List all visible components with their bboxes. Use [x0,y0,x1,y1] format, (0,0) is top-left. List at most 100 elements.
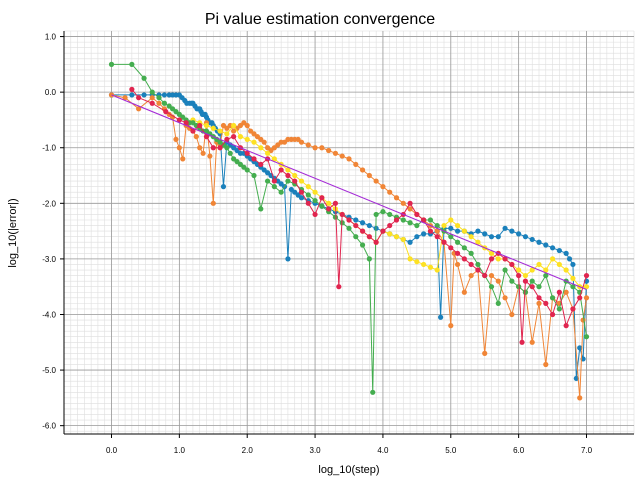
data-point-run-yellow [454,222,461,229]
data-point-run-green [161,100,168,106]
data-point-run-orange [207,153,213,159]
data-point-run-red [353,222,359,229]
data-point-run-red [197,122,203,129]
data-point-run-green [475,261,481,268]
data-point-run-blue [522,234,529,240]
data-point-run-red [441,239,447,245]
data-point-run-green [583,334,590,340]
data-point-run-blue [438,314,444,320]
data-point-run-orange [298,139,305,145]
x-tick-label: 5.0 [445,446,457,455]
data-point-run-red [359,228,366,234]
data-point-run-red [305,200,311,206]
data-point-run-red [332,200,339,206]
data-point-run-yellow [543,267,549,273]
data-point-run-red [482,272,488,279]
data-point-run-orange [448,323,454,329]
data-point-run-blue [220,184,227,190]
data-point-run-orange [326,147,332,154]
data-point-run-orange [359,167,366,173]
data-point-run-blue [563,250,569,256]
y-tick-label: -1.0 [42,144,56,153]
data-point-run-green [264,178,271,184]
x-axis-label: log_10(step) [318,464,379,476]
data-point-run-yellow [522,272,529,279]
data-point-run-orange [434,228,440,234]
data-point-run-green [258,206,264,212]
data-point-run-green [305,192,311,198]
chart-title: Pi value estimation convergence [205,11,435,28]
data-point-run-green [108,61,115,67]
data-point-run-red [577,295,583,301]
data-point-run-green [380,209,386,215]
data-point-run-red [529,284,535,290]
data-point-run-green [454,239,461,245]
data-point-run-green [251,172,257,179]
data-point-run-blue [482,231,488,237]
data-point-run-orange [346,156,352,162]
data-point-run-blue [570,261,576,268]
data-point-run-orange [509,311,515,318]
data-point-run-yellow [326,200,332,206]
data-point-run-blue [488,234,495,240]
data-point-run-red [461,256,467,262]
data-point-run-red [475,267,481,273]
data-point-run-green [366,256,372,262]
data-point-run-green [224,145,230,151]
data-point-run-yellow [407,256,413,262]
series-run-green [108,61,590,395]
data-point-run-red [285,172,291,179]
data-point-run-green [522,289,529,295]
data-point-run-red [393,217,400,223]
data-point-run-red [336,284,342,290]
data-point-run-yellow [529,267,535,273]
data-point-run-orange [332,150,339,156]
data-point-run-green [278,189,284,195]
data-point-run-orange [488,272,495,279]
data-point-run-red [129,86,135,92]
data-point-run-green [434,222,440,229]
data-point-run-orange [169,114,176,120]
x-tick-label: 6.0 [513,446,525,455]
data-point-run-green [271,184,277,190]
data-point-run-red [387,222,393,229]
series-run-reference [111,94,587,290]
data-point-run-green [312,197,318,204]
data-point-run-orange [176,145,182,151]
x-tick-label: 7.0 [581,446,593,455]
data-point-run-orange [583,295,590,301]
data-point-run-red [421,217,427,223]
data-point-run-orange [180,156,186,162]
data-point-run-yellow [271,156,277,162]
data-point-run-green [414,222,420,229]
data-point-run-blue [448,225,454,231]
data-point-run-red [556,289,562,295]
data-point-run-green [346,225,352,231]
data-point-run-yellow [224,131,230,137]
data-point-run-yellow [237,134,244,140]
data-point-run-red [326,206,332,212]
data-point-run-orange [387,189,393,195]
data-point-run-red [312,211,318,218]
data-point-run-green [227,150,233,156]
data-point-run-red [258,161,264,168]
data-point-run-orange [563,289,569,295]
data-point-run-yellow [258,145,264,151]
minor-grid [63,30,635,434]
data-point-run-red [522,278,529,284]
data-point-run-yellow [400,236,406,243]
data-point-run-red [298,189,305,195]
data-point-run-yellow [305,184,311,190]
data-point-run-yellow [556,261,562,268]
data-point-run-yellow [583,284,590,290]
data-point-run-yellow [495,256,501,262]
data-point-run-blue [502,225,508,231]
data-point-run-red [292,178,298,184]
data-point-run-orange [400,200,406,206]
data-point-run-blue [421,231,427,237]
data-point-run-orange [200,150,206,156]
data-point-run-yellow [421,261,427,268]
data-point-run-green [141,75,147,81]
data-point-run-red [373,239,379,245]
